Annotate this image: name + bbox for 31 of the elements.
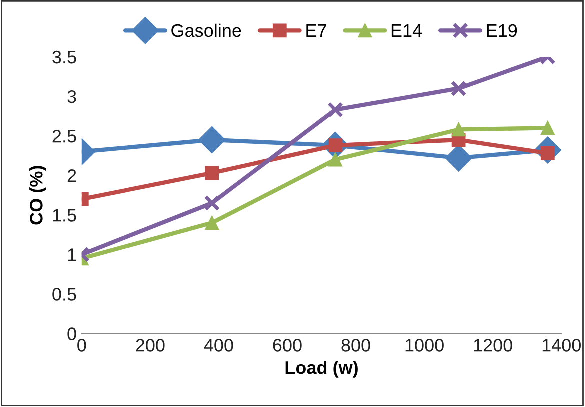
point: [198, 126, 226, 154]
x-tick-label: 1000: [406, 339, 444, 352]
x-tick-label: 1200: [474, 339, 512, 352]
point: [452, 122, 466, 137]
y-tick-label: 3: [68, 90, 76, 104]
point: [327, 102, 344, 118]
y-tick-label: 3.5: [52, 50, 76, 64]
point: [450, 80, 467, 97]
x-tick-label: 0: [78, 339, 86, 352]
point: [204, 195, 220, 212]
point: [205, 216, 220, 230]
y-tick-label: 2: [68, 170, 76, 182]
x-tick-label: 400: [204, 339, 234, 352]
y-axis-title: CO (%): [30, 166, 46, 225]
point: [205, 166, 220, 180]
x-tick-label: 1400: [542, 339, 581, 352]
point: [540, 121, 555, 136]
point: [328, 152, 342, 167]
legend-label: E14: [392, 24, 422, 37]
x-axis-title: Load (w): [286, 360, 358, 378]
y-tick-label: 0: [68, 328, 76, 340]
legend-label: E19: [487, 24, 518, 38]
legend-label: E7: [306, 24, 326, 37]
x-tick-label: 200: [136, 339, 165, 352]
x-tick-label: 600: [273, 339, 302, 352]
x-tick-label: 800: [342, 339, 370, 352]
y-tick-label: 1.5: [53, 209, 76, 222]
legend-label: Gasoline: [172, 24, 242, 38]
y-tick-label: 1: [68, 248, 76, 262]
y-tick-label: 2.5: [52, 130, 76, 143]
y-tick-label: 0.5: [52, 288, 76, 301]
